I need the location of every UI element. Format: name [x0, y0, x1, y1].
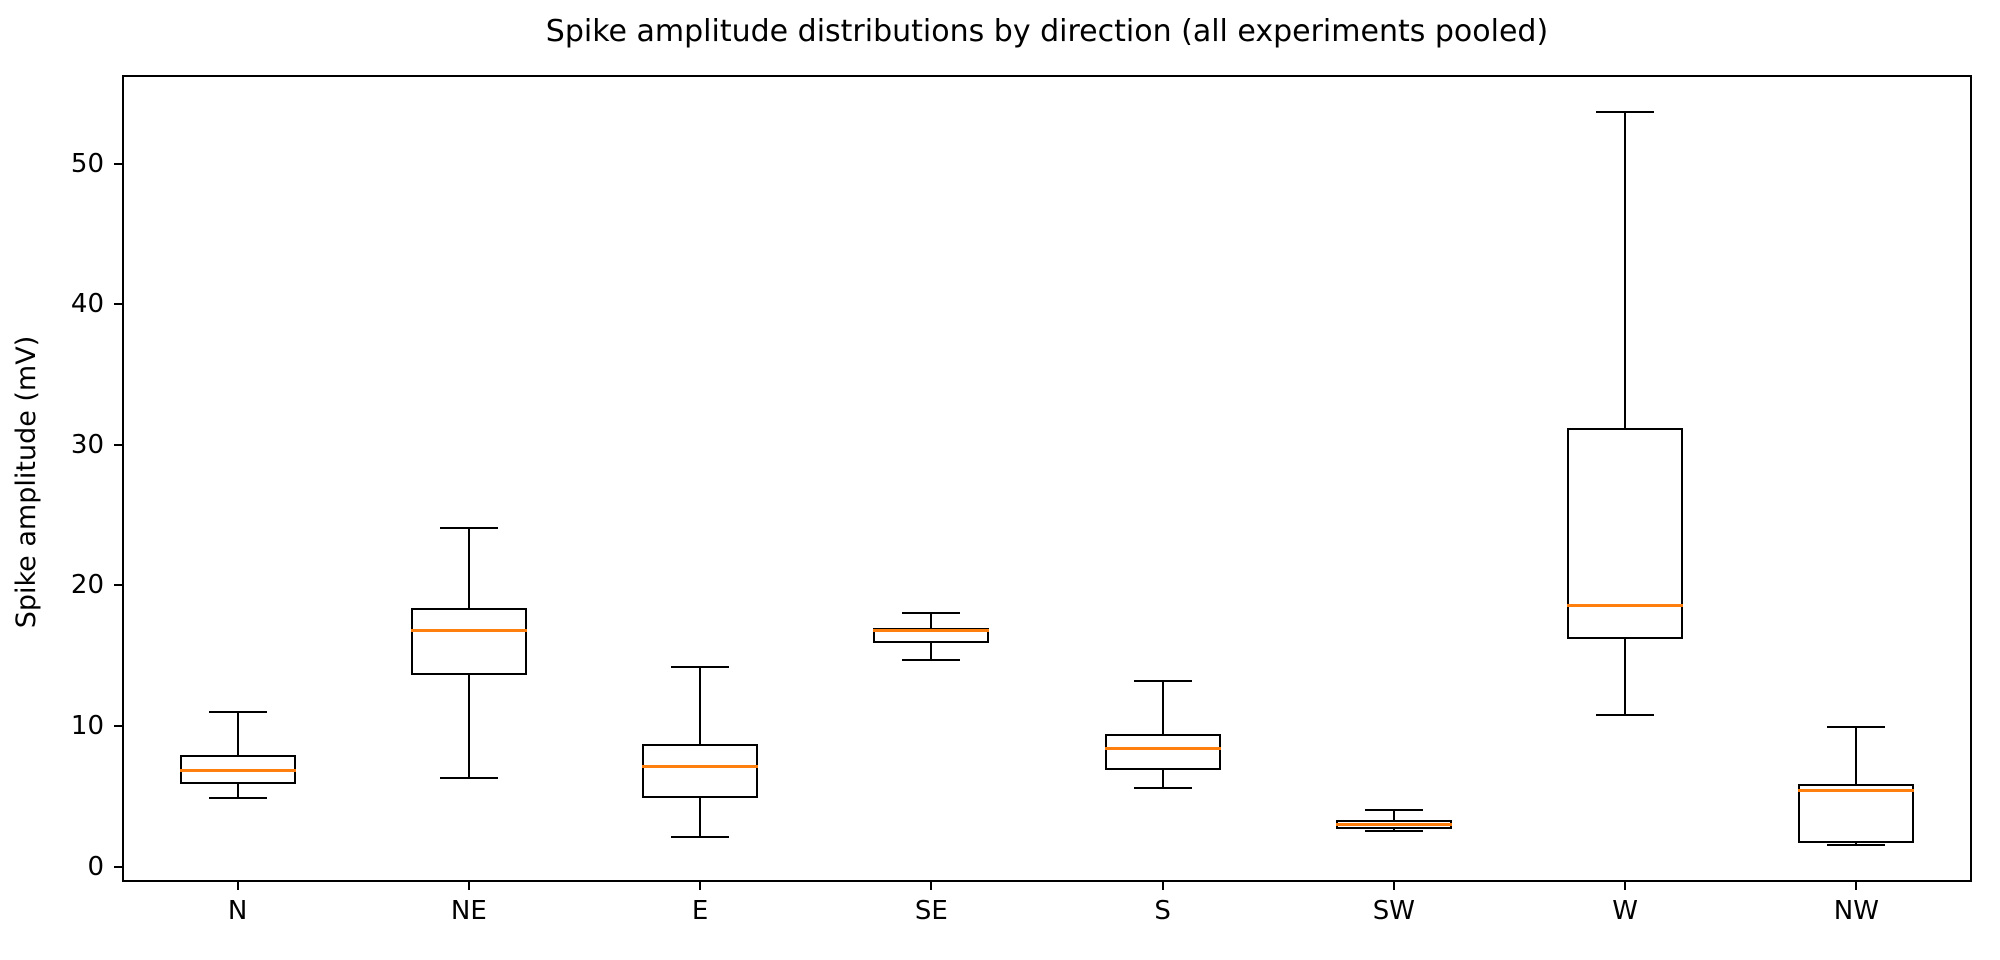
box-SE-lower-whisker	[930, 642, 933, 660]
box-SE-lower-cap	[902, 658, 961, 661]
box-N-median	[179, 769, 296, 773]
box-S-iqr	[1104, 734, 1221, 770]
box-SW-lower-whisker	[1392, 828, 1395, 832]
box-NE-iqr	[410, 607, 527, 676]
box-N-lower-whisker	[236, 783, 239, 798]
box-W-iqr	[1567, 427, 1684, 639]
box-NW-upper-cap	[1827, 726, 1886, 729]
box-E-lower-cap	[671, 836, 730, 838]
box-S-upper-whisker	[1161, 680, 1164, 735]
box-W-upper-whisker	[1624, 111, 1627, 428]
y-tick-mark	[114, 724, 122, 727]
box-NE-upper-whisker	[467, 527, 470, 608]
box-N-lower-cap	[208, 796, 267, 799]
x-tick-mark	[1161, 882, 1164, 890]
x-tick-label: S	[1154, 896, 1171, 926]
box-S-lower-whisker	[1161, 769, 1164, 788]
x-tick-label: N	[227, 896, 248, 926]
box-SW-median	[1335, 822, 1452, 826]
box-E-median	[642, 765, 759, 769]
x-tick-label: W	[1612, 896, 1638, 926]
box-NW-iqr	[1798, 783, 1915, 843]
box-SE-median	[873, 628, 990, 632]
y-tick-mark	[114, 303, 122, 306]
box-SE-iqr	[873, 627, 990, 643]
x-tick-mark	[1624, 882, 1627, 890]
y-tick-mark	[114, 865, 122, 868]
y-tick-label: 20	[70, 570, 104, 601]
y-tick-label: 0	[87, 851, 104, 882]
plot-area	[122, 75, 1972, 882]
x-tick-mark	[1855, 882, 1858, 890]
box-N-upper-whisker	[236, 711, 239, 756]
box-E-lower-whisker	[699, 797, 702, 837]
box-N-upper-cap	[208, 710, 267, 713]
box-E-upper-cap	[671, 665, 730, 668]
box-E-iqr	[642, 744, 759, 798]
y-tick-mark	[114, 584, 122, 587]
y-tick-label: 30	[70, 429, 104, 460]
x-tick-label: NE	[450, 896, 487, 926]
x-tick-mark	[930, 882, 933, 890]
y-tick-mark	[114, 162, 122, 165]
box-E-upper-whisker	[699, 666, 702, 745]
box-S-median	[1104, 746, 1221, 750]
box-NW-upper-whisker	[1855, 727, 1858, 784]
box-SE-upper-whisker	[930, 613, 933, 628]
y-tick-label: 50	[70, 148, 104, 179]
box-W-lower-cap	[1596, 713, 1655, 716]
box-SW-lower-cap	[1364, 830, 1423, 833]
box-W-lower-whisker	[1624, 638, 1627, 715]
box-W-median	[1567, 603, 1684, 607]
chart-title: Spike amplitude distributions by directi…	[545, 14, 1549, 49]
y-tick-label: 40	[70, 289, 104, 320]
x-tick-label: SW	[1372, 896, 1415, 926]
box-SW-upper-cap	[1364, 809, 1423, 812]
box-NW-lower-cap	[1827, 844, 1886, 847]
x-tick-label: NW	[1833, 896, 1879, 926]
box-NW-median	[1798, 789, 1915, 793]
box-NW-lower-whisker	[1855, 842, 1858, 846]
box-W-upper-cap	[1596, 110, 1655, 113]
y-tick-label: 10	[70, 710, 104, 741]
box-NE-lower-whisker	[467, 675, 470, 778]
x-tick-label: SE	[914, 896, 948, 926]
box-SW-upper-whisker	[1392, 810, 1395, 821]
x-tick-mark	[467, 882, 470, 890]
box-NE-lower-cap	[439, 776, 498, 779]
x-tick-mark	[699, 882, 702, 890]
box-NE-median	[410, 628, 527, 632]
x-tick-label: E	[691, 896, 709, 926]
box-S-lower-cap	[1133, 786, 1192, 789]
x-tick-mark	[1392, 882, 1395, 890]
y-tick-mark	[114, 443, 122, 446]
x-tick-mark	[236, 882, 239, 890]
box-S-upper-cap	[1133, 679, 1192, 682]
box-SE-upper-cap	[902, 612, 961, 615]
box-NE-upper-cap	[439, 526, 498, 529]
